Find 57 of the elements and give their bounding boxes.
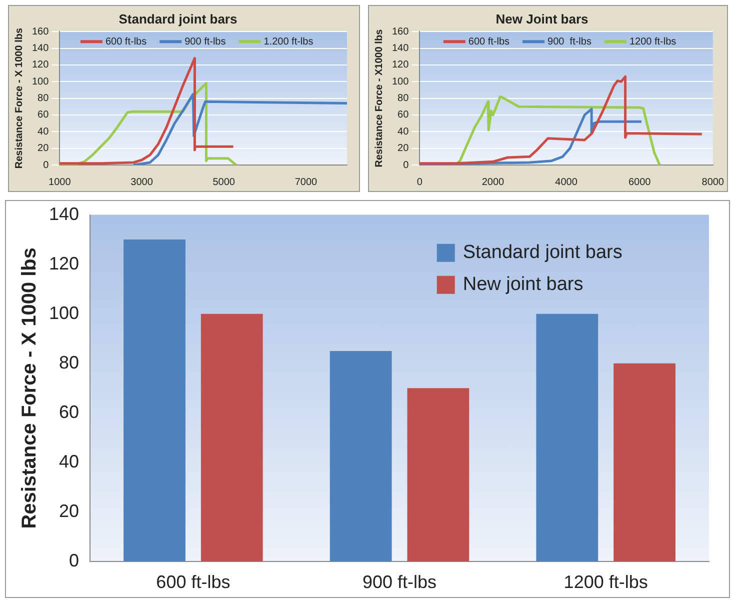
- x-tick-label: 2000: [482, 176, 505, 188]
- legend-label: 900 ft-lbs: [184, 36, 226, 48]
- y-tick-label: 120: [32, 60, 50, 71]
- y-tick-label: 100: [32, 76, 50, 88]
- x-tick-label: 4000: [555, 176, 578, 188]
- y-tick-label: 140: [32, 43, 50, 54]
- chart-title: New Joint bars: [496, 11, 588, 26]
- y-tick-label: 20: [398, 143, 410, 154]
- y-axis-title: Resistance Force - X 1000 lbs: [14, 28, 25, 169]
- y-tick-label: 100: [392, 76, 410, 88]
- y-tick-label: 160: [32, 26, 50, 38]
- y-tick-label: 40: [59, 451, 80, 472]
- legend-label: 900 ft-lbs: [548, 36, 592, 48]
- y-tick-label: 80: [398, 93, 410, 104]
- legend-label: 600 ft-lbs: [468, 36, 510, 48]
- y-tick-label: 120: [48, 253, 80, 274]
- x-tick-label: 1200 ft-lbs: [564, 572, 648, 592]
- bar: [200, 314, 263, 562]
- bar: [614, 363, 676, 562]
- y-tick-label: 80: [38, 93, 50, 104]
- bar: [330, 350, 392, 562]
- y-tick-label: 0: [69, 550, 80, 570]
- legend-label: 1.200 ft-lbs: [264, 36, 314, 48]
- y-tick-label: 120: [392, 60, 410, 71]
- x-tick-label: 5000: [212, 176, 236, 188]
- y-tick-label: 40: [398, 126, 410, 138]
- y-tick-label: 60: [59, 402, 80, 422]
- x-tick-label: 6000: [628, 176, 652, 188]
- x-tick-label: 600 ft-lbs: [156, 572, 230, 592]
- bar: [536, 314, 598, 562]
- legend-label: New joint bars: [462, 274, 584, 296]
- y-tick-label: 60: [398, 110, 410, 121]
- y-tick-label: 160: [392, 26, 410, 38]
- y-tick-label: 140: [48, 204, 80, 224]
- y-tick-label: 0: [43, 160, 50, 171]
- y-tick-label: 80: [59, 352, 80, 372]
- y-tick-label: 100: [48, 302, 80, 323]
- bar: [124, 240, 186, 562]
- x-tick-label: 1000: [48, 176, 72, 188]
- chart-title: Standard joint bars: [118, 11, 238, 26]
- y-axis-title: Resistance Force - X1000 lbs: [374, 28, 385, 168]
- x-tick-label: 8000: [702, 176, 724, 188]
- x-tick-label: 0: [416, 176, 423, 188]
- y-tick-label: 140: [392, 43, 410, 54]
- y-tick-label: 40: [38, 126, 50, 138]
- y-tick-label: 20: [38, 143, 50, 154]
- bar: [407, 388, 470, 562]
- y-tick-label: 60: [38, 110, 50, 121]
- x-tick-label: 7000: [294, 176, 318, 188]
- legend-label: 600 ft-lbs: [105, 36, 147, 48]
- legend-label: 1200 ft-lbs: [629, 36, 676, 48]
- y-tick-label: 20: [59, 500, 80, 521]
- legend-label: Standard joint bars: [462, 242, 622, 264]
- y-axis-title: Resistance Force - X 1000 lbs: [18, 247, 41, 529]
- y-tick-label: 0: [403, 160, 410, 171]
- x-tick-label: 900 ft-lbs: [362, 572, 437, 592]
- x-tick-label: 3000: [130, 176, 154, 188]
